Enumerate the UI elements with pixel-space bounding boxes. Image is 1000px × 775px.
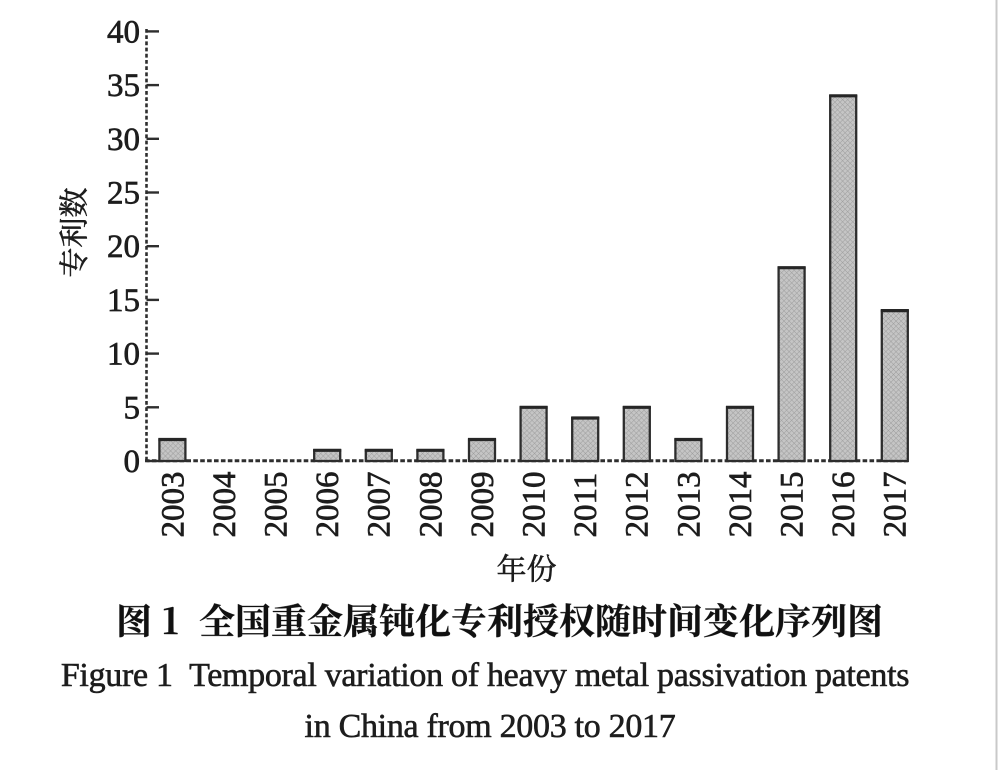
svg-text:30: 30 (107, 122, 140, 158)
svg-text:2006: 2006 (310, 472, 346, 538)
svg-text:2010: 2010 (517, 472, 553, 538)
svg-text:10: 10 (107, 337, 140, 373)
svg-text:2014: 2014 (723, 472, 759, 538)
svg-text:2017: 2017 (878, 472, 914, 538)
svg-text:2008: 2008 (413, 472, 449, 538)
svg-text:2015: 2015 (775, 472, 811, 538)
svg-text:35: 35 (107, 68, 140, 104)
svg-text:2007: 2007 (362, 472, 398, 538)
svg-text:2005: 2005 (259, 472, 295, 538)
svg-text:2009: 2009 (465, 472, 501, 538)
svg-text:0: 0 (124, 444, 141, 480)
svg-text:20: 20 (107, 229, 140, 265)
svg-text:2003: 2003 (155, 472, 191, 538)
svg-text:2004: 2004 (207, 472, 243, 538)
svg-text:2012: 2012 (620, 472, 656, 538)
svg-text:40: 40 (107, 14, 140, 50)
svg-text:2016: 2016 (826, 472, 862, 538)
svg-text:5: 5 (124, 390, 141, 426)
svg-text:Figure 1 Temporal variation o: Figure 1 Temporal variation of heavy met… (61, 657, 909, 694)
svg-text:2013: 2013 (671, 472, 707, 538)
svg-text:15: 15 (107, 283, 140, 319)
svg-text:in China from 2003 to 2017: in China from 2003 to 2017 (305, 708, 676, 745)
svg-text:25: 25 (107, 176, 140, 212)
svg-text:2011: 2011 (568, 473, 604, 538)
